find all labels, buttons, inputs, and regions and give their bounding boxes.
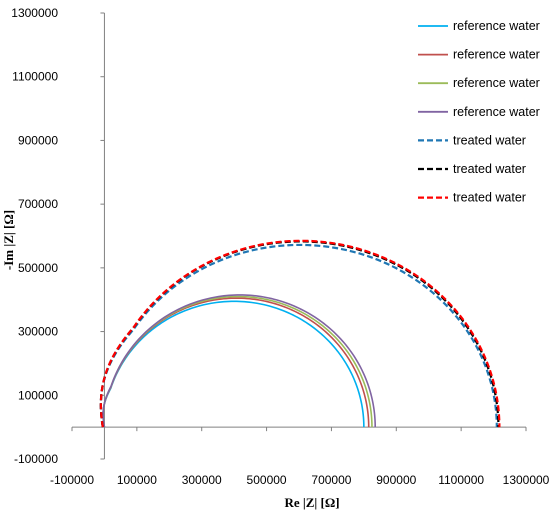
x-tick-label: 100000 bbox=[117, 473, 157, 487]
x-tick-label: -100000 bbox=[50, 473, 94, 487]
legend-label-2: reference water bbox=[453, 48, 540, 62]
x-tick-label: 1100000 bbox=[438, 473, 484, 487]
y-tick-label: -100000 bbox=[14, 452, 58, 466]
y-tick-label: 100000 bbox=[18, 388, 58, 402]
y-tick-label: 1100000 bbox=[12, 70, 58, 84]
series-curve-6 bbox=[99, 240, 500, 428]
y-tick-label: 1300000 bbox=[11, 6, 58, 20]
tick-labels: -100000 100000 300000 500000 700000 900000 110… bbox=[11, 6, 549, 487]
x-tick-label: 500000 bbox=[247, 473, 287, 487]
x-tick-label: 900000 bbox=[376, 473, 416, 487]
y-tick-label: 900000 bbox=[18, 133, 58, 147]
legend: reference water reference water reference … bbox=[418, 19, 540, 205]
legend-label-1: reference water bbox=[453, 19, 540, 33]
series-curve-3 bbox=[102, 295, 373, 428]
legend-label-3: reference water bbox=[453, 76, 540, 90]
x-axis-label: Re |Z| [Ω] bbox=[284, 495, 339, 510]
y-axis-label: -Im |Z| [Ω] bbox=[1, 210, 16, 270]
y-tick-label: 300000 bbox=[18, 325, 58, 339]
axes bbox=[71, 12, 527, 460]
curves bbox=[99, 239, 501, 428]
y-tick-label: 700000 bbox=[18, 197, 58, 211]
legend-label-6: treated water bbox=[453, 162, 526, 176]
x-tick-label: 1300000 bbox=[503, 473, 550, 487]
legend-label-7: treated water bbox=[453, 191, 526, 205]
series-curve-4 bbox=[102, 294, 377, 428]
x-tick-label: 300000 bbox=[182, 473, 222, 487]
series-curve-7 bbox=[99, 239, 501, 428]
x-tick-label: 700000 bbox=[311, 473, 351, 487]
y-tick-label: 500000 bbox=[18, 261, 58, 275]
series-curve-5 bbox=[99, 243, 498, 428]
legend-label-5: treated water bbox=[453, 133, 526, 147]
series-curve-1 bbox=[102, 300, 365, 428]
legend-label-4: reference water bbox=[453, 105, 540, 119]
